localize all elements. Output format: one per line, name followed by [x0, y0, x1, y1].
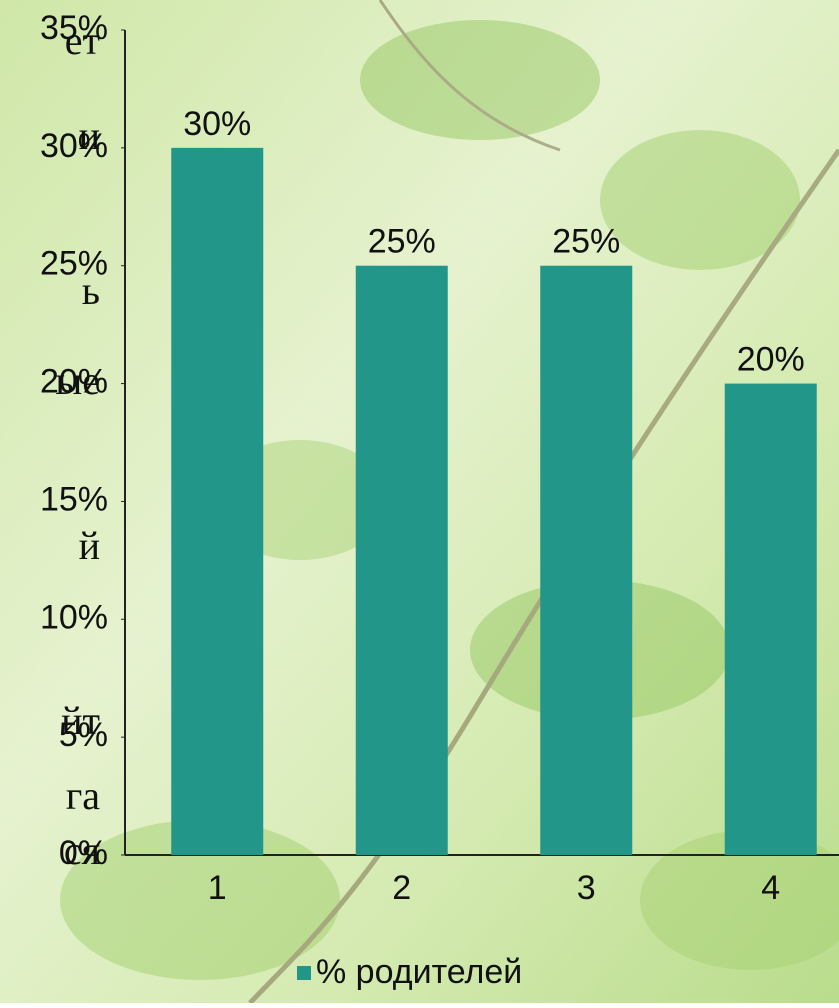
y-tick-label: 15%	[40, 480, 108, 518]
y-tick-label: 10%	[40, 598, 108, 636]
data-label: 20%	[737, 341, 805, 379]
text-fragment: йт	[61, 698, 100, 743]
legend-marker	[297, 966, 311, 980]
bar	[171, 147, 264, 855]
bar	[540, 265, 633, 855]
text-fragment: ые	[55, 358, 100, 403]
leaf-decoration	[60, 0, 839, 1005]
text-fragment: га	[66, 773, 100, 818]
y-tick-label: 35%	[40, 9, 108, 47]
x-tick-label: 3	[577, 869, 596, 907]
y-tick-label: 0%	[59, 834, 108, 872]
legend-label: % родителей	[316, 953, 522, 991]
x-tick-label: 1	[208, 869, 227, 907]
x-tick-label: 4	[761, 869, 780, 907]
y-tick-label: 30%	[40, 127, 108, 165]
x-tick-label: 2	[392, 869, 411, 907]
text-fragment: и	[79, 113, 100, 158]
y-tick-label: 20%	[40, 363, 108, 401]
y-tick-label: 5%	[59, 716, 108, 754]
background-text: ет и ь ые й йт га ся	[55, 18, 100, 873]
text-fragment: ет	[65, 18, 100, 63]
y-tick-label: 25%	[40, 245, 108, 283]
text-fragment: й	[79, 523, 100, 568]
data-label: 30%	[183, 105, 251, 143]
text-fragment: ь	[82, 268, 100, 313]
data-label: 25%	[552, 223, 620, 261]
bar	[724, 383, 817, 855]
text-fragment: ся	[64, 828, 100, 873]
bar	[355, 265, 448, 855]
data-label: 25%	[368, 223, 436, 261]
